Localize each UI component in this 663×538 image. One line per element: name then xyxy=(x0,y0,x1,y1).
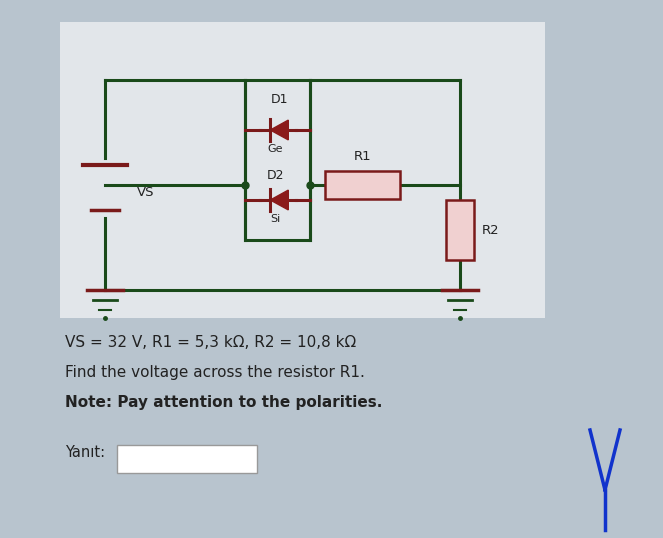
Text: R1: R1 xyxy=(353,150,371,163)
Text: Si: Si xyxy=(271,214,280,224)
Text: Yanıt:: Yanıt: xyxy=(65,445,105,460)
Polygon shape xyxy=(271,190,288,210)
Text: Find the voltage across the resistor R1.: Find the voltage across the resistor R1. xyxy=(65,365,365,380)
Text: R2: R2 xyxy=(482,223,500,237)
Polygon shape xyxy=(271,120,288,140)
Text: VS: VS xyxy=(137,186,154,199)
Bar xyxy=(245,80,310,240)
Bar xyxy=(446,200,474,260)
Bar xyxy=(325,171,400,199)
Text: D1: D1 xyxy=(271,93,288,106)
Text: D2: D2 xyxy=(267,169,284,182)
Bar xyxy=(60,22,545,318)
Text: Ge: Ge xyxy=(268,144,283,154)
Text: VS = 32 V, R1 = 5,3 kΩ, R2 = 10,8 kΩ: VS = 32 V, R1 = 5,3 kΩ, R2 = 10,8 kΩ xyxy=(65,335,356,350)
Bar xyxy=(117,445,257,473)
Text: Note: Pay attention to the polarities.: Note: Pay attention to the polarities. xyxy=(65,395,383,410)
